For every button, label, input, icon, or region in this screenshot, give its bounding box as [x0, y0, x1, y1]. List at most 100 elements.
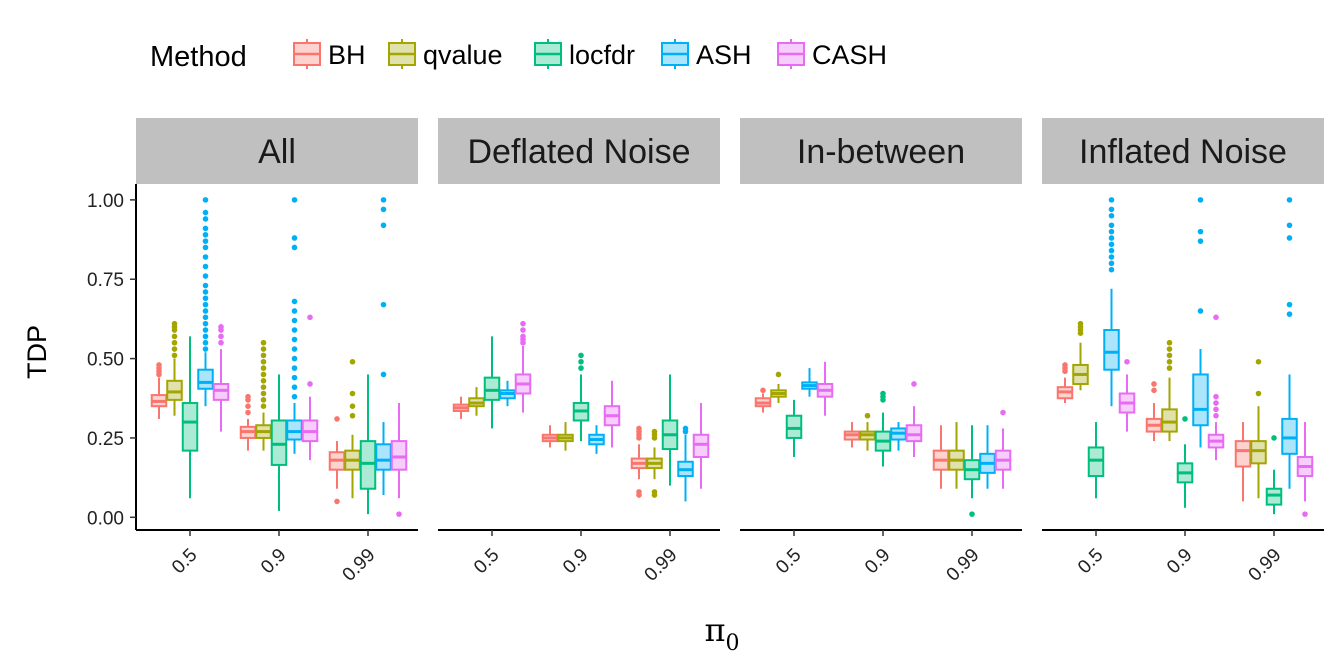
box-locfdr — [785, 399, 803, 457]
box-bh — [150, 362, 168, 419]
box-iqr — [785, 414, 803, 439]
x-tick-label: 0.5 — [1074, 545, 1108, 579]
box-cash — [692, 403, 710, 489]
outlier-point — [291, 346, 298, 352]
y-tick-label: 0.50 — [87, 350, 124, 371]
strip-background — [136, 118, 418, 184]
outlier-point — [260, 390, 267, 397]
outlier-point — [864, 412, 871, 419]
box-iqr — [1103, 329, 1120, 371]
outlier-point — [636, 489, 642, 495]
box-iqr — [1250, 440, 1267, 465]
strip-label: All — [258, 133, 296, 171]
strip-label: Inflated Noise — [1079, 133, 1287, 171]
outlier-point — [1108, 247, 1115, 254]
outlier-point — [1213, 393, 1219, 400]
box-iqr — [286, 419, 303, 441]
outlier-point — [218, 324, 224, 330]
outlier-point — [380, 301, 387, 308]
outlier-point — [202, 314, 209, 321]
x-tick-label: 0.5 — [470, 545, 504, 579]
outlier-point — [202, 333, 209, 340]
legend: Method BH qvalue locfdr ASH CASH — [150, 39, 887, 73]
box-qvalue — [344, 358, 361, 499]
box-ash — [677, 425, 694, 502]
box-ash — [801, 368, 818, 397]
outlier-point — [1213, 314, 1219, 321]
outlier-point — [291, 365, 298, 371]
outlier-point — [171, 320, 178, 327]
panel-in-between: In-between 0.5 0.9 0.99 — [740, 118, 1022, 586]
outlier-point — [380, 371, 387, 378]
outlier-point — [1286, 197, 1293, 203]
outlier-point — [1062, 362, 1068, 368]
y-tick-label: 0.25 — [87, 429, 124, 450]
box-ash — [375, 197, 392, 496]
outlier-point — [245, 393, 251, 400]
outlier-point — [260, 339, 267, 346]
legend-title: Method — [150, 41, 247, 73]
box-qvalue — [255, 339, 272, 451]
outlier-point — [1108, 254, 1115, 260]
panel-inflated-noise: Inflated Noise 0.5 0.9 0.99 — [1042, 118, 1324, 586]
outlier-point — [291, 235, 298, 241]
box-qvalue — [557, 422, 574, 451]
x-tick-label: 0.99 — [943, 545, 984, 586]
x-tick-label: 0.9 — [559, 545, 593, 579]
outlier-point — [291, 384, 298, 390]
outlier-point — [1166, 365, 1173, 371]
box-bh — [1145, 381, 1163, 442]
x-tick-label: 0.99 — [641, 545, 682, 586]
strip-background — [740, 118, 1022, 184]
outlier-point — [291, 393, 298, 400]
outlier-point — [1108, 266, 1115, 273]
outlier-point — [1286, 311, 1293, 317]
outlier-point — [291, 298, 298, 305]
outlier-point — [202, 282, 209, 289]
outlier-point — [202, 308, 209, 314]
box-qvalue — [859, 412, 876, 451]
outlier-point — [1166, 352, 1173, 359]
box-iqr — [1192, 373, 1209, 427]
box-iqr — [1234, 440, 1252, 468]
outlier-point — [775, 371, 782, 378]
outlier-point — [1108, 235, 1115, 241]
box-locfdr — [483, 336, 501, 429]
x-tick-label: 0.9 — [257, 545, 291, 579]
x-axis-label-subscript: 0 — [726, 631, 740, 656]
box-iqr — [166, 379, 183, 401]
box-iqr — [197, 368, 214, 390]
box-cash — [905, 381, 923, 457]
outlier-point — [202, 263, 209, 270]
outlier-point — [1108, 228, 1115, 235]
box-locfdr — [963, 425, 981, 517]
outlier-point — [334, 498, 340, 505]
outlier-point — [1124, 358, 1130, 365]
outlier-point — [1077, 320, 1084, 327]
outlier-point — [911, 381, 917, 387]
outlier-point — [651, 428, 658, 435]
outlier-point — [291, 317, 298, 324]
outlier-point — [202, 231, 209, 238]
outlier-point — [682, 425, 689, 432]
outlier-point — [1182, 416, 1188, 422]
box-qvalue — [1161, 339, 1178, 442]
box-qvalue — [948, 422, 965, 489]
outlier-point — [202, 295, 209, 302]
outlier-point — [260, 384, 267, 390]
box-ash — [197, 197, 214, 407]
outlier-point — [307, 381, 313, 387]
outlier-point — [334, 416, 340, 422]
outlier-point — [1197, 197, 1204, 203]
outlier-point — [1302, 511, 1308, 517]
box-qvalue — [770, 371, 787, 404]
outlier-point — [969, 511, 975, 517]
box-cash — [1296, 422, 1314, 517]
box-ash — [979, 425, 996, 489]
box-ash — [286, 197, 303, 454]
legend-entry-ash: ASH — [661, 39, 752, 70]
box-iqr — [1161, 408, 1178, 433]
outlier-point — [260, 346, 267, 352]
x-tick-label: 0.9 — [1163, 545, 1197, 579]
